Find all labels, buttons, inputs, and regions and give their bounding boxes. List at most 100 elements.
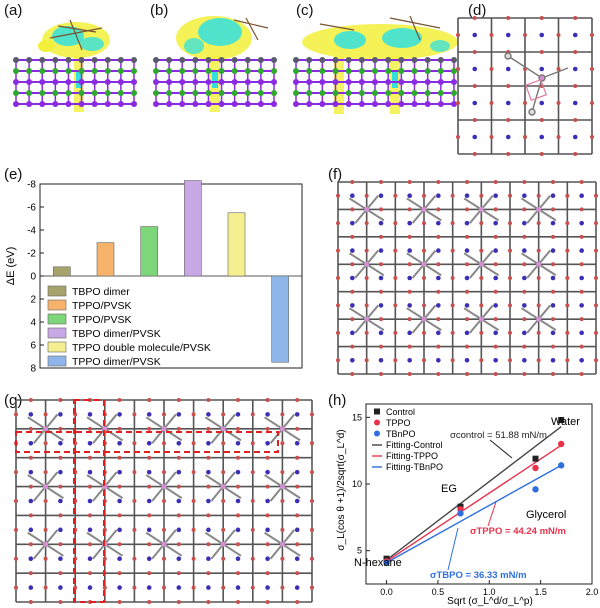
slab-atom <box>39 90 46 96</box>
slab-atom <box>166 57 173 63</box>
lattice-atom <box>436 289 441 294</box>
slab-atom <box>52 79 59 85</box>
legend-label: Control <box>386 407 415 417</box>
lattice-atom <box>590 101 594 105</box>
lattice-atom <box>236 426 240 431</box>
lattice-atom <box>364 276 369 280</box>
legend-swatch <box>47 285 67 297</box>
adsorbed-molecule-center <box>421 316 427 322</box>
slab-atom <box>153 79 159 85</box>
slab-atom <box>117 79 124 85</box>
fit-line-2 <box>386 444 562 562</box>
lattice-atom <box>43 585 48 590</box>
lattice-atom <box>147 513 152 518</box>
lattice-atom <box>436 207 441 212</box>
lattice-atom <box>536 276 541 280</box>
lattice-atom <box>102 556 107 561</box>
lattice-atom <box>350 317 355 322</box>
lattice-atom <box>407 330 412 336</box>
lattice-atom <box>407 372 412 376</box>
lattice-atom <box>364 303 369 308</box>
lattice-atom <box>378 220 384 226</box>
lattice-atom <box>508 248 512 253</box>
lattice-atom <box>58 426 63 431</box>
bar-5 <box>227 212 246 277</box>
bars <box>53 180 289 363</box>
lattice-atom <box>489 33 494 37</box>
legend-label: Fitting-TBnPO <box>386 462 443 472</box>
lattice-atom <box>295 484 300 489</box>
lattice-atom <box>236 398 240 402</box>
lattice-atom <box>436 275 441 281</box>
slab-atom <box>65 79 72 85</box>
lattice-atom <box>539 100 545 106</box>
lattice-atom <box>236 600 240 604</box>
lattice-atom <box>58 469 63 475</box>
lattice-atom <box>422 193 426 198</box>
lattice-atom <box>14 556 18 561</box>
lattice-atom <box>479 330 484 335</box>
slab-atom <box>398 101 405 107</box>
lattice-atom <box>590 135 594 139</box>
lattice-atom <box>132 470 137 475</box>
lattice-atom <box>465 262 469 267</box>
lattice-atom <box>350 275 355 281</box>
lattice-atom <box>236 484 240 489</box>
slab-atom <box>437 79 444 85</box>
lattice-atom <box>336 276 340 280</box>
lattice-atom <box>493 330 498 336</box>
lattice-atom <box>465 180 469 184</box>
lattice-atom <box>294 527 300 533</box>
legend-label: Fitting-TPPO <box>386 451 438 461</box>
legend-label: TPPO double molecule/PVSK <box>72 342 211 354</box>
lattice-atom <box>14 585 18 590</box>
adsorbed-molecule-center <box>43 484 49 490</box>
adsorbed-molecule-center <box>43 541 49 547</box>
slab-atom <box>231 57 238 63</box>
y-axis-label: ΔE (eV) <box>5 247 17 286</box>
slab-atom <box>117 57 124 63</box>
lattice-atom <box>221 470 226 475</box>
ticks: 0.0 0.5 1.0 1.5 2.0 5 10 15 <box>352 412 598 597</box>
lattice-atom <box>522 220 527 226</box>
lattice-atom <box>250 499 255 503</box>
lattice-atom <box>436 330 441 336</box>
legend-marker <box>374 408 380 415</box>
slab-atom <box>52 68 59 74</box>
slab-atom <box>372 57 378 63</box>
adsorbed-molecule-center <box>421 261 427 267</box>
slab-atom <box>332 57 339 63</box>
lattice-atom <box>88 455 92 460</box>
lattice-atom <box>147 484 152 489</box>
slab-atom <box>306 79 313 85</box>
bar-3 <box>140 226 158 277</box>
lattice-atom <box>573 118 578 122</box>
lattice-atom <box>265 440 270 446</box>
lattice-atom <box>522 193 527 199</box>
panel-g-lattice <box>14 398 314 604</box>
slab-atom <box>231 101 238 107</box>
lattice-atom <box>88 484 92 489</box>
lattice-atom <box>146 440 152 446</box>
lattice-atom <box>579 317 584 322</box>
y-tick-label: 5 <box>357 546 362 556</box>
slab-atom <box>306 90 313 96</box>
lattice-atom <box>505 32 511 38</box>
lattice-atom <box>235 556 241 562</box>
lattice-atom <box>176 513 181 518</box>
lattice-atom <box>393 193 398 198</box>
lattice-atom <box>265 527 270 533</box>
lattice-atom <box>117 426 122 431</box>
lattice-atom <box>579 303 584 308</box>
point-tppo-3 <box>532 464 539 472</box>
lattice-atom <box>436 180 441 184</box>
adsorbed-molecule-center <box>478 206 484 212</box>
slab-atom <box>65 68 72 74</box>
lattice-grid <box>14 398 314 604</box>
lattice-atom <box>493 344 498 349</box>
adsorbed-molecule-center <box>478 261 484 267</box>
lattice-atom <box>579 289 584 294</box>
slab-atom <box>91 79 98 85</box>
lattice-atom <box>536 248 541 253</box>
lattice-atom <box>565 276 570 280</box>
